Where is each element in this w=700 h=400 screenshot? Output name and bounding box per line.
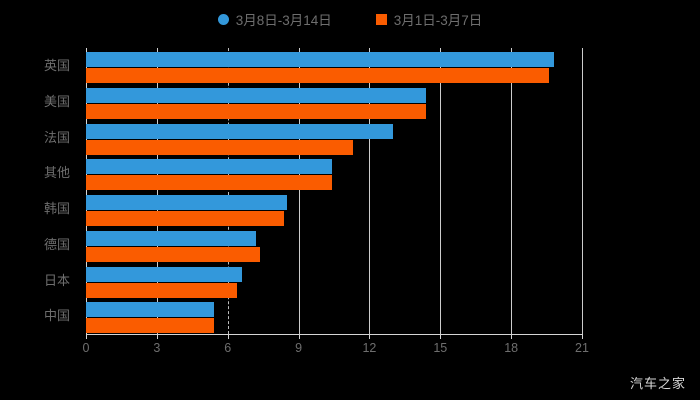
x-tick-6 [227, 334, 229, 339]
bar-英国-series-0[interactable] [86, 52, 554, 67]
x-tick-3 [156, 334, 158, 339]
bar-日本-series-1[interactable] [86, 282, 238, 298]
bar-日本-series-0[interactable] [86, 266, 242, 282]
bar-group-中国 [86, 298, 582, 334]
x-tick-18 [511, 334, 513, 339]
circle-marker-icon [217, 13, 229, 25]
bar-group-美国 [86, 84, 582, 120]
bar-韩国-series-0[interactable] [86, 195, 287, 210]
bar-德国-series-1[interactable] [86, 246, 260, 262]
chart-plot-area [86, 48, 583, 334]
x-tick-label-18: 18 [504, 341, 519, 355]
x-tick-label-3: 3 [153, 341, 161, 355]
bar-group-其他 [86, 155, 582, 191]
bar-其他-series-0[interactable] [86, 159, 332, 175]
bar-德国-series-0[interactable] [86, 230, 257, 246]
y-axis-label-德国: 德国 [43, 236, 70, 252]
y-axis-label-中国: 中国 [43, 308, 70, 324]
bar-group-日本 [86, 263, 582, 299]
bar-group-德国 [86, 227, 582, 263]
watermark: 汽车之家 [629, 376, 686, 391]
y-axis-label-英国: 英国 [43, 58, 70, 73]
bar-韩国-series-1[interactable] [86, 211, 285, 226]
chart-legend: 3月8日-3月14日 3月1日-3月7日 [0, 8, 700, 30]
bar-法国-series-1[interactable] [86, 139, 353, 155]
legend-item-series-0[interactable]: 3月8日-3月14日 [217, 9, 332, 29]
bar-英国-series-1[interactable] [86, 68, 549, 83]
x-tick-label-15: 15 [433, 341, 448, 355]
y-axis-label-美国: 美国 [43, 93, 70, 109]
legend-item-series-1[interactable]: 3月1日-3月7日 [375, 9, 483, 29]
y-axis-label-法国: 法国 [43, 129, 70, 145]
bar-法国-series-0[interactable] [86, 123, 394, 139]
bar-其他-series-1[interactable] [86, 175, 332, 191]
x-tick-0 [86, 334, 87, 339]
square-marker-icon [375, 13, 387, 25]
bar-group-韩国 [86, 191, 582, 227]
bar-美国-series-0[interactable] [86, 87, 427, 103]
x-tick-label-21: 21 [575, 341, 589, 355]
x-tick-12 [369, 334, 371, 339]
legend-label-series-1: 3月1日-3月7日 [393, 13, 483, 28]
y-axis-label-其他: 其他 [43, 165, 70, 181]
bar-中国-series-1[interactable] [86, 318, 214, 334]
x-axis: 0 3 6 9 12 15 18 21 [83, 334, 589, 355]
x-tick-label-12: 12 [362, 341, 377, 355]
bar-中国-series-0[interactable] [86, 302, 214, 318]
y-axis-label-日本: 日本 [43, 272, 70, 288]
x-tick-9 [298, 334, 300, 339]
x-tick-label-9: 9 [295, 341, 303, 355]
bar-group-英国 [86, 48, 582, 84]
bar-美国-series-1[interactable] [86, 103, 427, 119]
legend-label-series-0: 3月8日-3月14日 [235, 13, 332, 28]
x-tick-21 [582, 334, 583, 339]
chart-bars [86, 48, 582, 334]
x-tick-label-0: 0 [82, 341, 90, 355]
y-axis-label-韩国: 韩国 [43, 201, 70, 216]
bar-group-法国 [86, 120, 582, 156]
x-tick-15 [440, 334, 442, 339]
gridline-21 [582, 48, 583, 334]
y-axis-category-labels: 英国美国法国其他韩国德国日本中国 [0, 48, 80, 334]
x-tick-label-6: 6 [224, 341, 232, 355]
